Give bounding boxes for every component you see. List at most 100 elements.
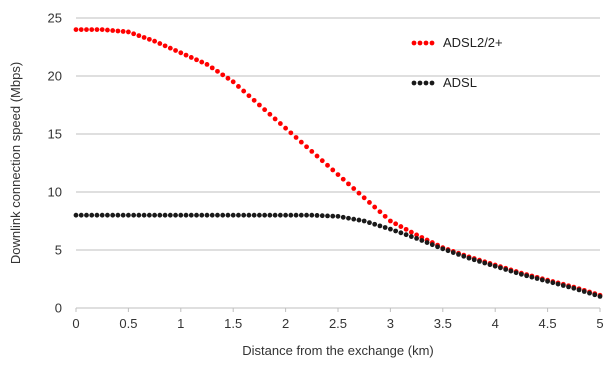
data-point	[492, 263, 498, 269]
data-point	[298, 139, 304, 145]
series-1	[73, 27, 603, 298]
data-point	[435, 244, 440, 250]
data-point	[372, 221, 378, 227]
data-point	[288, 130, 294, 136]
data-point	[204, 212, 210, 218]
data-point	[251, 212, 257, 218]
data-point	[131, 31, 137, 37]
data-point	[115, 28, 121, 34]
data-point	[146, 36, 152, 42]
series-layer	[73, 27, 603, 299]
data-point	[99, 212, 105, 218]
data-point	[361, 195, 367, 201]
data-point	[335, 213, 341, 219]
data-point	[356, 190, 362, 196]
data-point	[314, 213, 320, 218]
data-point	[314, 153, 320, 159]
legend-marker	[411, 40, 417, 46]
data-point	[167, 45, 173, 51]
data-point	[293, 212, 299, 218]
data-point	[194, 212, 199, 218]
data-point	[267, 111, 273, 117]
y-tick-label: 0	[55, 301, 62, 316]
data-point	[136, 33, 142, 39]
data-point	[330, 167, 336, 173]
data-point	[283, 125, 288, 131]
data-point	[335, 172, 341, 178]
data-point	[340, 176, 346, 182]
data-point	[262, 107, 268, 113]
data-point	[304, 212, 309, 218]
data-point	[293, 135, 299, 140]
legend-marker	[423, 80, 429, 86]
data-point	[346, 215, 351, 221]
data-point	[534, 276, 540, 281]
data-point	[188, 212, 194, 218]
data-point	[450, 250, 456, 255]
data-point	[84, 27, 89, 32]
data-point	[403, 226, 409, 232]
data-point	[188, 55, 194, 60]
data-point	[236, 84, 241, 89]
y-tick-label: 5	[55, 243, 62, 258]
legend-label: ADSL2/2+	[443, 35, 503, 50]
data-point	[325, 213, 330, 219]
data-point	[199, 212, 205, 218]
data-point	[456, 252, 461, 257]
data-point	[136, 212, 142, 218]
data-point	[225, 212, 231, 218]
legend-item: ADSL	[411, 75, 477, 90]
legend-item: ADSL2/2+	[411, 35, 503, 50]
data-point	[304, 144, 309, 150]
data-point	[194, 57, 199, 63]
data-point	[513, 270, 519, 276]
data-point	[340, 214, 346, 220]
data-point	[283, 212, 288, 218]
data-point	[597, 294, 603, 299]
data-point	[94, 212, 100, 218]
data-point	[157, 212, 163, 218]
data-point	[288, 212, 294, 218]
data-point	[162, 212, 168, 218]
legend-marker	[411, 80, 417, 86]
data-point	[393, 221, 399, 227]
data-point	[471, 257, 477, 263]
data-point	[576, 287, 582, 293]
x-tick-label: 4	[492, 316, 499, 331]
y-tick-label: 10	[48, 185, 62, 200]
data-point	[141, 35, 147, 40]
axis-layer: 0 5 10 15 20 25 0 0.5 1 1.5 2 2.5 3 3.5 4 4.5 5	[48, 11, 604, 332]
data-point	[298, 212, 304, 218]
data-point	[545, 278, 550, 284]
x-tick-label: 2.5	[329, 316, 347, 331]
data-point	[581, 289, 587, 294]
data-point	[105, 27, 110, 33]
data-point	[571, 285, 577, 291]
data-point	[120, 212, 126, 218]
data-point	[309, 149, 315, 154]
data-point	[319, 213, 325, 219]
data-point	[351, 186, 357, 191]
data-point	[262, 212, 268, 218]
data-point	[539, 277, 545, 283]
data-point	[319, 158, 325, 164]
data-point	[356, 217, 362, 223]
data-point	[209, 65, 215, 71]
data-point	[199, 59, 205, 65]
data-point	[84, 212, 89, 218]
x-tick-label: 3	[387, 316, 394, 331]
data-point	[215, 212, 220, 218]
data-point	[408, 234, 414, 239]
data-point	[257, 102, 262, 108]
data-point	[267, 212, 273, 218]
x-tick-label: 2	[282, 316, 289, 331]
data-point	[393, 228, 399, 234]
data-point	[550, 280, 556, 286]
data-point	[204, 62, 210, 67]
data-point	[325, 162, 330, 168]
data-point	[236, 212, 241, 218]
data-point	[173, 212, 178, 218]
x-tick-label: 3.5	[434, 316, 452, 331]
data-point	[141, 212, 147, 218]
